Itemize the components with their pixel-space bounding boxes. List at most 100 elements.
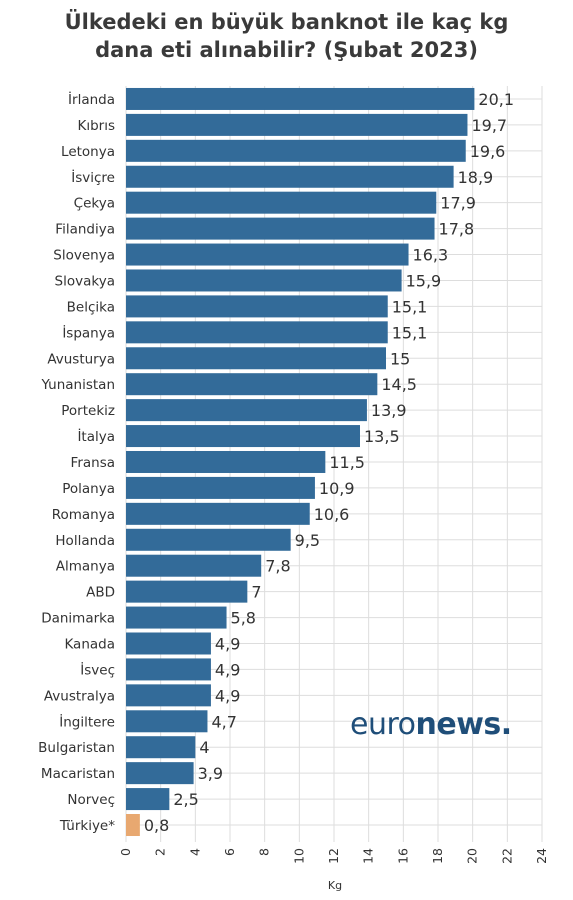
- value-label: 16,3: [413, 246, 449, 265]
- bar: [126, 476, 315, 499]
- bars: [126, 87, 475, 837]
- category-label: Slovenya: [53, 248, 115, 264]
- value-labels: 20,1 19,7 19,6 18,9 17,9 17,8 16,3 15,9 15,1 15,1…: [144, 90, 514, 835]
- value-label: 4,9: [215, 660, 240, 679]
- category-label: Danimarka: [41, 611, 115, 627]
- bar: [126, 658, 211, 681]
- tick-label: 0: [118, 848, 133, 856]
- value-label: 18,9: [458, 168, 494, 187]
- category-label: Belçika: [67, 299, 115, 315]
- category-label: Letonya: [61, 144, 115, 160]
- bar: [126, 684, 211, 707]
- category-label: İngiltere: [59, 712, 115, 730]
- bar: [126, 814, 140, 837]
- category-label: Macaristan: [41, 766, 115, 782]
- value-label: 14,5: [381, 375, 417, 394]
- category-label: İspanya: [62, 323, 115, 341]
- tick-label: 8: [257, 848, 272, 856]
- value-label: 4,9: [215, 686, 240, 705]
- bar: [126, 191, 437, 214]
- bar: [126, 710, 208, 733]
- bar: [126, 762, 194, 785]
- bar: [126, 450, 326, 473]
- category-label: ABD: [86, 585, 115, 601]
- category-label: Türkiye*: [59, 818, 115, 834]
- logo-part-euro: euro: [350, 707, 416, 742]
- tick-label: 10: [291, 848, 306, 864]
- euronews-logo: euronews.: [350, 707, 512, 742]
- category-label: Kıbrıs: [77, 118, 115, 134]
- category-label: İtalya: [77, 427, 115, 445]
- value-label: 17,9: [440, 194, 476, 213]
- value-label: 7,8: [265, 557, 290, 576]
- bar: [126, 347, 386, 370]
- value-label: 20,1: [478, 90, 514, 109]
- value-label: 13,9: [371, 401, 407, 420]
- value-label: 15,1: [392, 297, 428, 316]
- category-label: Norveç: [67, 792, 115, 808]
- value-label: 3,9: [198, 764, 223, 783]
- bar: [126, 87, 475, 110]
- chart-title-line-1: Ülkedeki en büyük banknot ile kaç kg: [64, 10, 509, 34]
- category-label: Almanya: [56, 559, 115, 575]
- bar: [126, 502, 310, 525]
- category-label: Yunanistan: [40, 377, 115, 393]
- bar: [126, 736, 196, 759]
- tick-label: 12: [326, 848, 341, 864]
- tick-label: 4: [187, 848, 202, 856]
- category-label: Portekiz: [61, 403, 115, 419]
- category-label: Polanya: [62, 481, 115, 497]
- tick-label: 2: [153, 848, 168, 856]
- bar: [126, 113, 468, 136]
- bar: [126, 632, 211, 655]
- bar: [126, 399, 367, 422]
- category-label: Hollanda: [55, 533, 115, 549]
- value-label: 4,9: [215, 634, 240, 653]
- bar: [126, 295, 388, 318]
- category-labels: İrlanda Kıbrıs Letonya İsviçre Çekya Filandiy…: [38, 90, 115, 834]
- bar: [126, 580, 248, 603]
- category-label: Avustralya: [44, 688, 115, 704]
- category-label: İsveç: [80, 660, 115, 678]
- bar: [126, 425, 360, 448]
- chart-title-line-2: dana eti alınabilir? (Şubat 2023): [95, 38, 478, 62]
- value-label: 19,7: [471, 116, 507, 135]
- tick-label: 14: [361, 848, 376, 864]
- category-label: Filandiya: [55, 222, 115, 238]
- value-label: 15: [390, 349, 410, 368]
- category-label: Slovakya: [55, 273, 115, 289]
- bar: [126, 554, 262, 577]
- value-label: 4,7: [211, 712, 236, 731]
- x-axis-tick-labels: 0 2 4 6 8 10 12 14 16 18 20 22 24: [118, 848, 549, 864]
- value-label: 15,9: [406, 271, 442, 290]
- value-label: 15,1: [392, 323, 428, 342]
- tick-label: 16: [395, 848, 410, 864]
- category-label: Avusturya: [47, 351, 115, 367]
- bar: [126, 528, 291, 551]
- value-label: 0,8: [144, 816, 169, 835]
- value-label: 19,6: [470, 142, 506, 161]
- bar: [126, 321, 388, 344]
- category-label: İrlanda: [68, 90, 115, 108]
- category-label: Fransa: [71, 455, 115, 471]
- value-label: 17,8: [439, 220, 475, 239]
- category-label: Bulgaristan: [38, 740, 115, 756]
- value-label: 13,5: [364, 427, 400, 446]
- tick-label: 22: [499, 848, 514, 864]
- value-label: 2,5: [173, 790, 198, 809]
- bar: [126, 788, 170, 811]
- value-label: 9,5: [295, 531, 320, 550]
- tick-label: 20: [465, 848, 480, 864]
- chart-title: Ülkedeki en büyük banknot ile kaç kg dan…: [0, 8, 573, 64]
- category-label: Çekya: [74, 196, 115, 212]
- bar: [126, 217, 435, 240]
- bar: [126, 373, 378, 396]
- category-label: Romanya: [52, 507, 115, 523]
- value-label: 7: [251, 583, 261, 602]
- category-label: Kanada: [64, 636, 115, 652]
- tick-label: 18: [430, 848, 445, 864]
- category-label: İsviçre: [71, 168, 115, 186]
- bar: [126, 243, 409, 266]
- value-label: 5,8: [231, 609, 256, 628]
